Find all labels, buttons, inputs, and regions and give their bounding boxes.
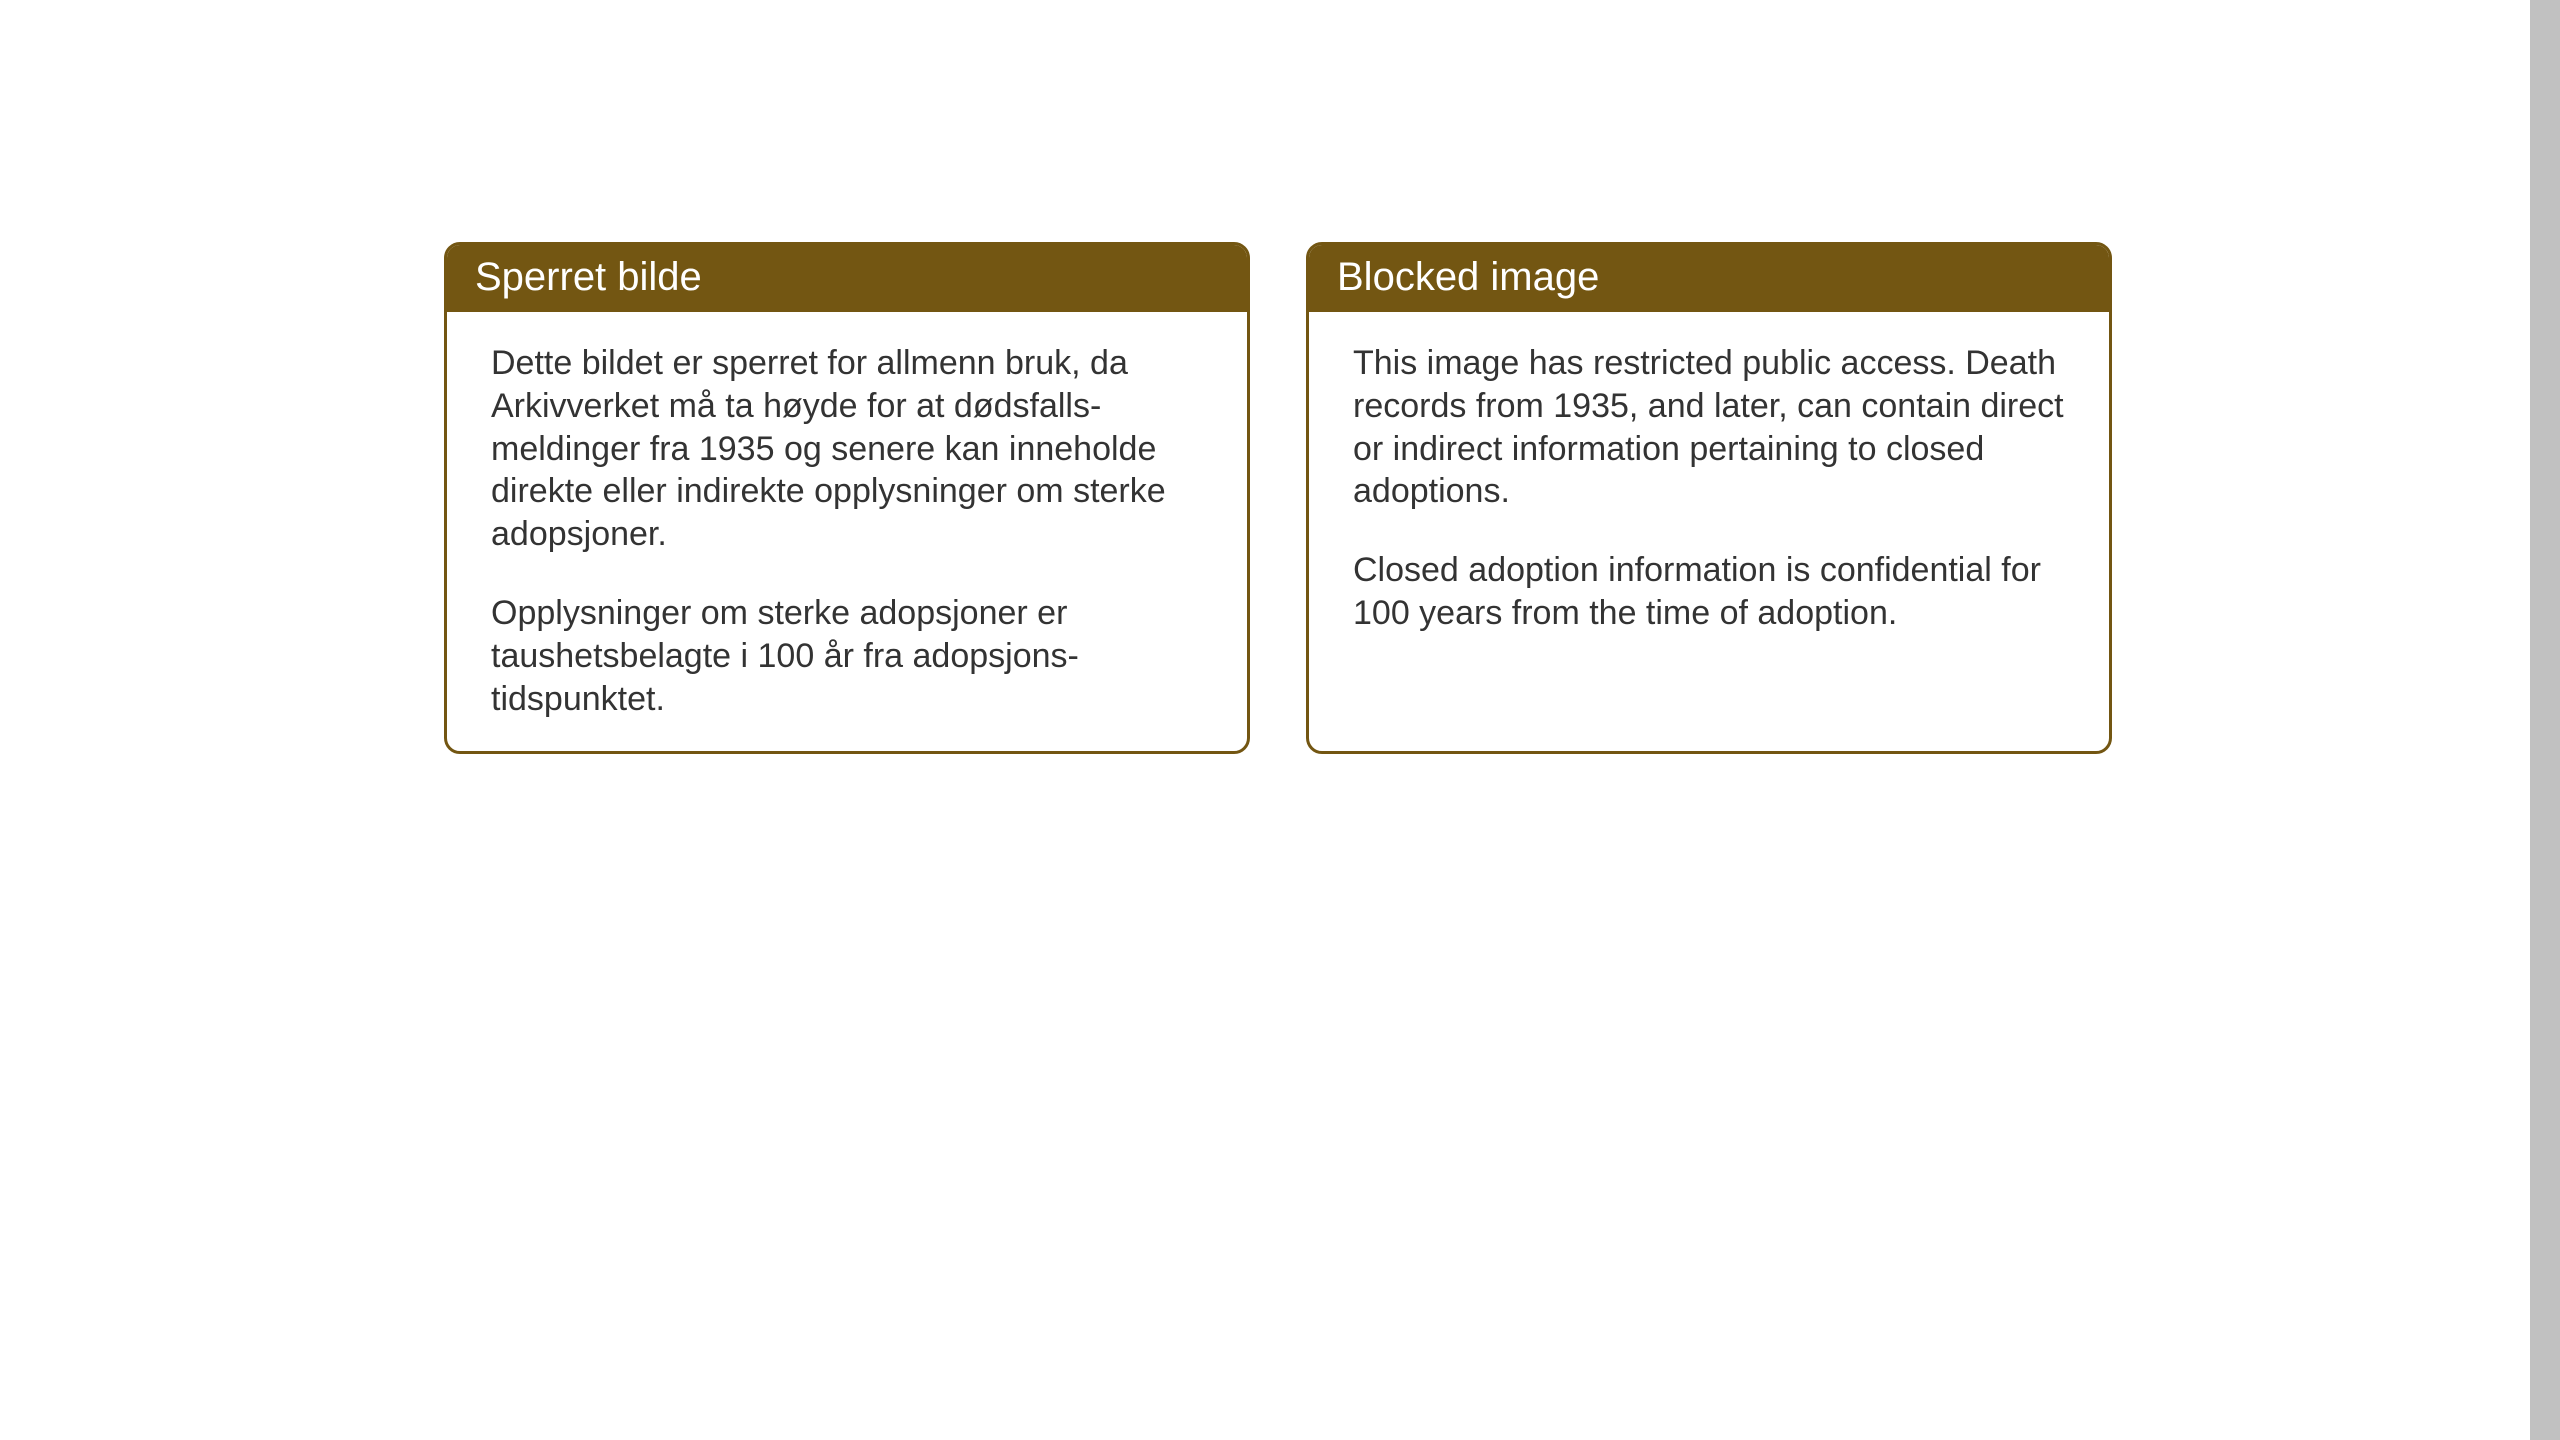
- card-title-english: Blocked image: [1337, 255, 1599, 299]
- card-paragraph-norwegian-2: Opplysninger om sterke adopsjoner er tau…: [491, 592, 1203, 720]
- card-paragraph-english-2: Closed adoption information is confident…: [1353, 549, 2065, 635]
- card-header-norwegian: Sperret bilde: [447, 245, 1247, 312]
- card-header-english: Blocked image: [1309, 245, 2109, 312]
- card-paragraph-norwegian-1: Dette bildet er sperret for allmenn bruk…: [491, 342, 1203, 556]
- card-paragraph-english-1: This image has restricted public access.…: [1353, 342, 2065, 513]
- scrollbar-thumb[interactable]: [2530, 0, 2560, 1440]
- scrollbar-track[interactable]: [2530, 0, 2560, 1440]
- notice-card-norwegian: Sperret bilde Dette bildet er sperret fo…: [444, 242, 1250, 754]
- card-body-norwegian: Dette bildet er sperret for allmenn bruk…: [447, 312, 1247, 754]
- card-body-english: This image has restricted public access.…: [1309, 312, 2109, 673]
- card-title-norwegian: Sperret bilde: [475, 255, 702, 299]
- notice-card-english: Blocked image This image has restricted …: [1306, 242, 2112, 754]
- notice-cards-container: Sperret bilde Dette bildet er sperret fo…: [444, 242, 2112, 754]
